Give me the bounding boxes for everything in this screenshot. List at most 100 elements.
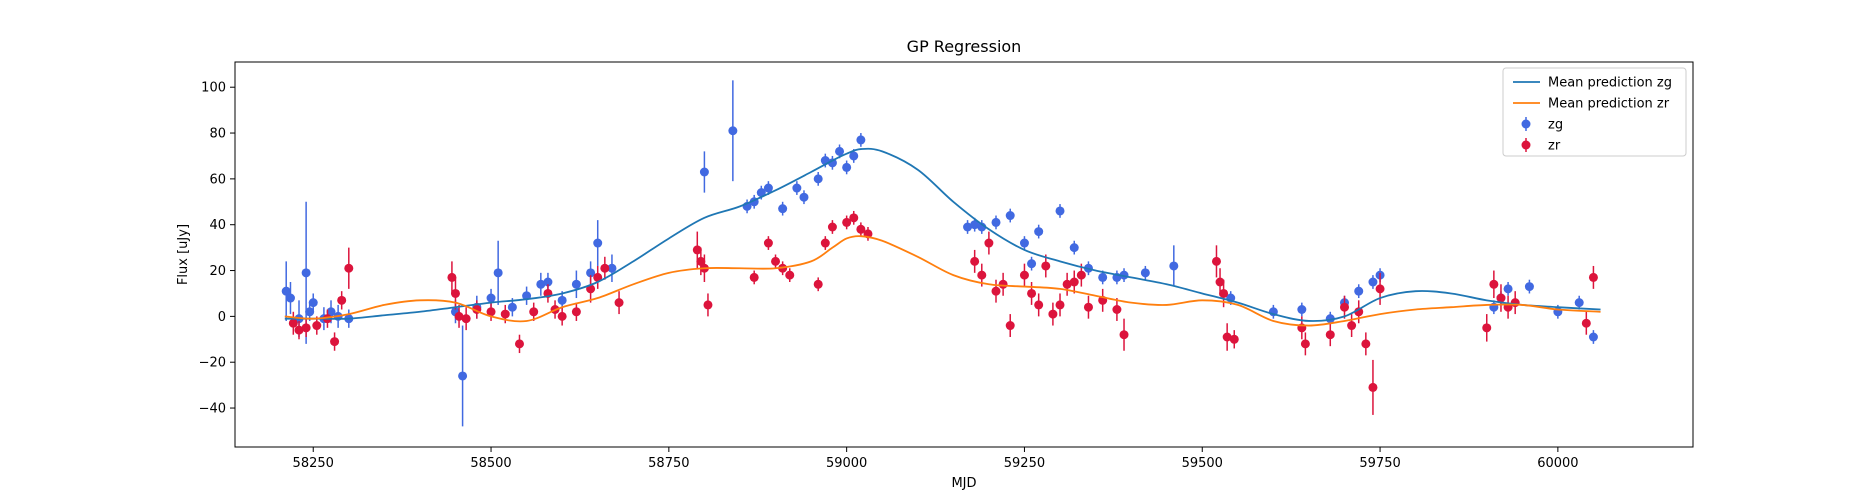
line-Mean prediction zr: [284, 235, 1601, 327]
y-tick-label: 40: [209, 218, 226, 233]
data-point-zg: [1524, 282, 1534, 292]
plot-area: [281, 80, 1601, 427]
data-point-zr: [1482, 323, 1492, 333]
data-point-zg: [536, 279, 546, 289]
data-point-zg: [827, 158, 837, 168]
data-point-zg: [849, 151, 859, 161]
data-point-zg: [305, 307, 315, 317]
y-tick-label: −40: [199, 402, 226, 417]
x-tick-label: 58500: [470, 456, 511, 471]
data-point-zr: [1211, 256, 1221, 266]
legend-box: [1502, 67, 1687, 157]
data-point-zr: [1229, 334, 1239, 344]
data-point-zr: [301, 323, 311, 333]
data-point-zr: [529, 307, 539, 317]
data-point-zr: [1083, 302, 1093, 312]
data-point-zr: [1027, 288, 1037, 298]
data-point-zg: [281, 286, 291, 296]
data-point-zg: [1297, 305, 1307, 314]
data-point-zr: [849, 213, 859, 223]
y-axis: −40 −20 0 20 40 60 80 100: [199, 81, 235, 417]
data-point-zr: [294, 325, 304, 335]
data-point-zr: [337, 295, 347, 305]
data-point-zr: [1222, 332, 1232, 342]
data-point-zg: [1503, 284, 1513, 294]
data-point-zr: [450, 288, 460, 298]
series-zr: [288, 210, 1598, 415]
data-point-zg: [1368, 277, 1378, 287]
data-point-zr: [1300, 339, 1310, 349]
data-point-zr: [614, 298, 624, 308]
data-point-zr: [692, 245, 702, 255]
legend-swatch-zr: [1521, 140, 1531, 150]
data-point-zr: [1489, 279, 1499, 289]
chart-title: GP Regression: [907, 37, 1022, 56]
legend: Mean prediction zg Mean prediction zr zg zr: [1502, 67, 1687, 157]
data-point-zg: [1140, 268, 1150, 278]
data-point-zr: [1325, 330, 1335, 340]
data-point-zg: [308, 298, 318, 308]
data-point-zr: [288, 318, 298, 328]
x-tick-label: 59500: [1182, 456, 1223, 471]
data-point-zg: [571, 279, 581, 289]
data-point-zg: [458, 371, 468, 381]
data-point-zr: [593, 272, 603, 282]
data-point-zg: [963, 222, 973, 232]
data-point-zg: [842, 162, 852, 172]
data-point-zg: [970, 220, 980, 230]
data-point-zr: [763, 238, 773, 248]
y-tick-label: −20: [199, 356, 226, 371]
data-point-zr: [1368, 382, 1378, 392]
data-point-zg: [799, 192, 809, 202]
data-point-zr: [991, 286, 1001, 296]
data-point-zg: [607, 263, 617, 273]
data-point-zr: [557, 311, 567, 321]
data-point-zr: [820, 238, 830, 248]
line-Mean prediction zg: [284, 147, 1601, 322]
data-point-zg: [763, 183, 773, 193]
y-axis-label: Flux [uJy]: [176, 224, 191, 285]
axes-frame: [234, 61, 1694, 448]
data-point-zg: [1574, 298, 1584, 308]
x-axis: 58250 58500 58750 59000 59250 59500 59750 60000: [293, 447, 1579, 471]
data-point-zr: [970, 256, 980, 266]
x-tick-label: 58750: [648, 456, 689, 471]
data-point-zr: [1219, 288, 1229, 298]
data-point-zr: [1048, 309, 1058, 319]
data-point-zg: [586, 268, 596, 278]
legend-label-Mean prediction zg: Mean prediction zg: [1548, 76, 1672, 91]
data-point-zg: [756, 188, 766, 198]
data-point-zg: [507, 302, 517, 312]
data-point-zr: [486, 307, 496, 317]
data-point-zr: [312, 321, 322, 331]
data-point-zg: [792, 183, 802, 193]
data-point-zr: [1340, 302, 1350, 312]
y-tick-label: 60: [209, 172, 226, 187]
x-tick-label: 59000: [826, 456, 867, 471]
data-point-zr: [1112, 305, 1122, 314]
data-point-zg: [301, 268, 311, 278]
data-point-zg: [326, 307, 336, 317]
y-tick-label: 100: [201, 81, 226, 96]
data-point-zg: [728, 126, 738, 136]
data-point-zr: [447, 272, 457, 282]
x-tick-label: 58250: [293, 456, 334, 471]
data-point-zr: [1510, 298, 1520, 308]
data-point-zr: [984, 238, 994, 248]
y-tick-label: 20: [209, 264, 226, 279]
data-point-zg: [486, 293, 496, 303]
data-point-zr: [514, 339, 524, 349]
data-point-zr: [1347, 321, 1357, 331]
data-point-zr: [1062, 279, 1072, 289]
data-point-zg: [1027, 259, 1037, 269]
data-point-zr: [1055, 300, 1065, 310]
data-point-zg: [977, 222, 987, 232]
data-point-zg: [593, 238, 603, 248]
data-point-zr: [1005, 321, 1015, 331]
data-point-zr: [696, 256, 706, 266]
data-point-zr: [1581, 318, 1591, 328]
data-point-zr: [1588, 272, 1598, 282]
y-tick-label: 0: [218, 310, 226, 325]
data-point-zr: [827, 222, 837, 232]
data-point-zg: [285, 293, 295, 303]
